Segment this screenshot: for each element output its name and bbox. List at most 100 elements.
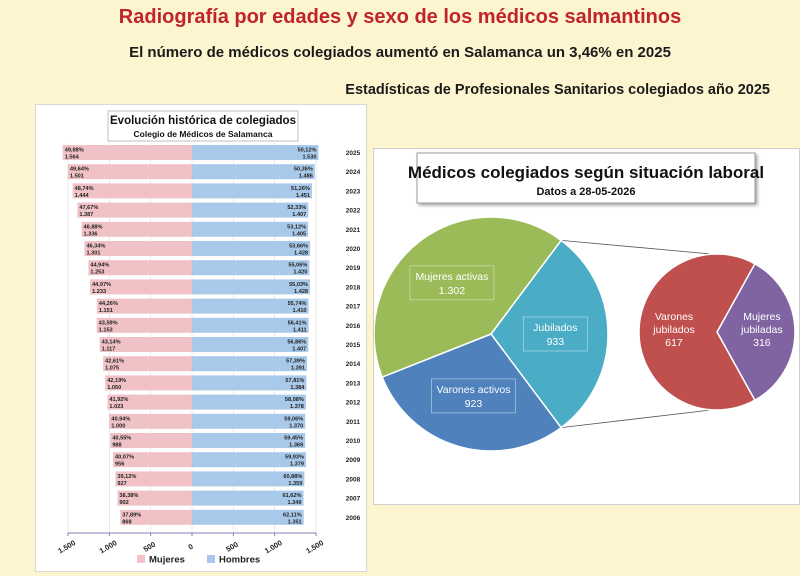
pie-slice <box>373 216 563 379</box>
bar-mujeres <box>90 279 192 295</box>
label-hombres-count: 1.410 <box>293 308 307 314</box>
labor-status-chart-panel: Médicos colegiados según situación labor… <box>373 148 800 505</box>
bar-mujeres <box>62 145 192 160</box>
bar-hombres <box>192 145 319 160</box>
bar-hombres <box>192 509 304 525</box>
label-mujeres-count: 1.153 <box>99 327 113 333</box>
bar-chart-x-axis: 1.500 1.000 500 0 500 1.000 1.500 <box>56 532 325 555</box>
pie-label-name: jubilados <box>652 324 694 336</box>
label-hombres-pct: 57,39% <box>286 359 305 365</box>
label-hombres-count: 1.420 <box>293 270 307 276</box>
label-year: 2023 <box>346 188 361 195</box>
label-hombres-count: 1.379 <box>290 462 304 468</box>
label-year: 2011 <box>346 419 360 426</box>
pie-label-box <box>523 316 588 352</box>
label-year: 2012 <box>346 400 361 407</box>
label-mujeres-pct: 42,61% <box>105 359 124 365</box>
label-mujeres-count: 1.233 <box>92 289 106 295</box>
legend-label-hombres: Hombres <box>219 555 260 566</box>
label-mujeres-pct: 47,67% <box>79 205 98 211</box>
label-year: 2014 <box>346 361 361 368</box>
bar-chart-rows: 49,88%1.564 50,12%1.530 2025 49,64%1.501 50,… <box>62 145 361 525</box>
label-hombres-count: 1.351 <box>288 519 302 525</box>
bar-hombres <box>192 202 309 218</box>
label-mujeres-count: 1.253 <box>90 270 104 276</box>
label-mujeres-pct: 49,64% <box>70 167 89 173</box>
bar-chart-title-box <box>107 110 299 142</box>
label-hombres-count: 1.391 <box>291 366 305 372</box>
label-mujeres-pct: 37,89% <box>122 512 141 518</box>
pie-label-name: Mujeres <box>743 311 780 323</box>
label-mujeres-pct: 49,88% <box>65 148 84 154</box>
legend-swatch-hombres <box>207 555 215 563</box>
label-hombres-pct: 55,06% <box>288 263 307 269</box>
label-mujeres-pct: 40,07% <box>115 455 134 461</box>
pie-label-box <box>409 265 495 301</box>
pie-chart-subtitle: Datos a 28-05-2026 <box>536 186 635 198</box>
label-mujeres-pct: 43,14% <box>102 340 121 346</box>
label-hombres-pct: 60,88% <box>283 474 302 480</box>
label-mujeres-pct: 44,26% <box>99 301 118 307</box>
bar-hombres <box>192 356 307 372</box>
label-mujeres-pct: 48,74% <box>75 186 94 192</box>
bar-hombres <box>192 164 315 180</box>
legend-label-mujeres: Mujeres <box>149 555 185 566</box>
label-mujeres-pct: 42,19% <box>107 378 126 384</box>
bar-mujeres <box>84 241 192 256</box>
bar-hombres <box>192 433 306 448</box>
label-hombres-pct: 62,11% <box>283 512 302 518</box>
label-mujeres-pct: 43,59% <box>99 320 118 326</box>
x-tick-label: 1.000 <box>98 538 119 555</box>
label-mujeres-count: 988 <box>112 443 121 449</box>
label-mujeres-pct: 40,94% <box>111 416 130 422</box>
label-year: 2015 <box>346 342 361 349</box>
pie-label-value: 617 <box>665 337 683 349</box>
label-year: 2022 <box>346 208 361 215</box>
label-hombres-pct: 53,12% <box>287 224 306 230</box>
label-hombres-count: 1.486 <box>299 174 313 180</box>
x-tick-label: 500 <box>142 540 157 554</box>
bar-mujeres <box>117 490 192 506</box>
label-hombres-count: 1.405 <box>292 231 306 237</box>
bar-mujeres <box>110 433 192 448</box>
label-mujeres-count: 902 <box>119 500 128 506</box>
bar-mujeres <box>96 298 192 314</box>
label-mujeres-count: 956 <box>115 462 124 468</box>
label-year: 2006 <box>346 515 361 522</box>
x-tick-label: 1.500 <box>56 538 77 555</box>
pie-label-text: 933 <box>547 336 565 348</box>
bar-hombres <box>192 413 306 429</box>
pie-label-text: 923 <box>465 398 483 410</box>
label-mujeres-count: 1.117 <box>102 347 116 353</box>
label-mujeres-count: 1.075 <box>105 366 119 372</box>
label-year: 2009 <box>346 457 361 464</box>
label-year: 2017 <box>346 304 361 311</box>
bar-mujeres <box>103 356 192 372</box>
label-mujeres-count: 1.000 <box>111 423 125 429</box>
bar-mujeres <box>99 337 192 352</box>
x-tick-label: 1.000 <box>263 538 284 555</box>
label-year: 2024 <box>346 169 361 176</box>
labor-status-pie-chart: Médicos colegiados según situación labor… <box>373 152 796 452</box>
bar-mujeres <box>112 452 192 468</box>
label-hombres-count: 1.378 <box>290 404 304 410</box>
bar-hombres <box>192 317 309 333</box>
pie-label-name: jubiladas <box>740 324 782 336</box>
pie-label-text: 1.302 <box>439 285 465 297</box>
pie-slice <box>638 253 756 411</box>
x-tick-label: 1.500 <box>304 538 325 555</box>
label-hombres-pct: 50,12% <box>297 148 316 154</box>
bar-mujeres <box>109 413 192 429</box>
bar-mujeres <box>81 221 192 237</box>
label-year: 2010 <box>346 438 361 445</box>
bar-mujeres <box>115 471 192 487</box>
label-hombres-pct: 53,66% <box>289 244 308 250</box>
label-mujeres-count: 927 <box>117 481 126 487</box>
label-hombres-count: 1.411 <box>293 327 307 333</box>
label-hombres-pct: 58,08% <box>285 397 304 403</box>
legend-swatch-mujeres <box>137 555 145 563</box>
label-year: 2007 <box>346 496 361 503</box>
pie-label-text: Jubilados <box>533 322 577 334</box>
label-mujeres-count: 1.050 <box>107 385 121 391</box>
bar-hombres <box>192 183 312 199</box>
